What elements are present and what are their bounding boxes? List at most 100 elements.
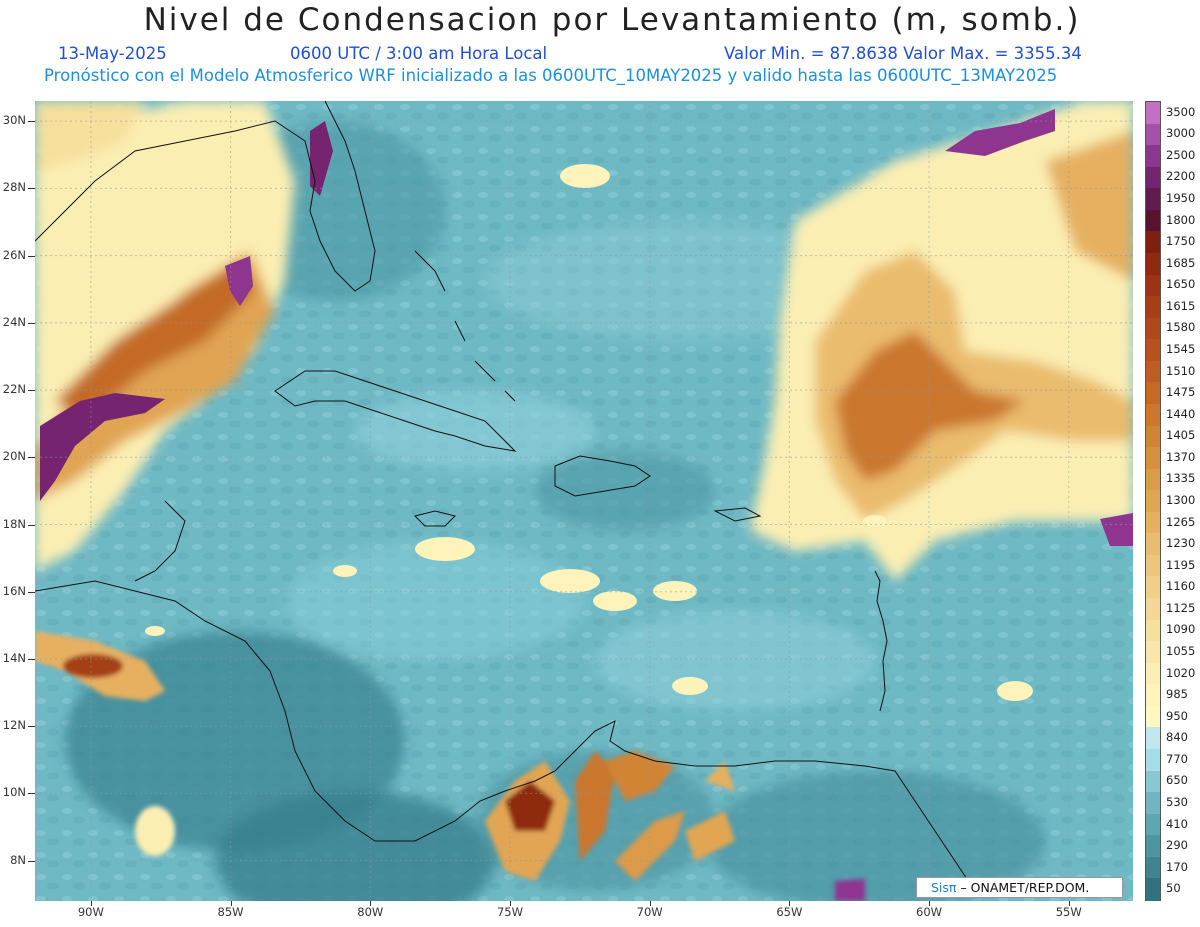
lon-label: 60W: [916, 905, 943, 919]
legend-swatch: [1146, 360, 1160, 383]
lat-tick: [28, 591, 35, 593]
lat-tick: [28, 658, 35, 660]
legend-swatch: [1146, 296, 1160, 319]
legend-level: 1160: [1166, 579, 1196, 594]
lat-label: 12N: [2, 718, 26, 733]
legend-level: 1265: [1166, 514, 1196, 529]
legend-level: 840: [1166, 730, 1188, 745]
legend-swatch: [1146, 252, 1160, 276]
legend-swatch: [1146, 705, 1160, 729]
coast-bahamas: [414, 250, 516, 402]
lat-label: 26N: [2, 247, 26, 262]
legend-swatch: [1146, 468, 1160, 491]
lat-tick: [28, 726, 35, 728]
legend-level: 1020: [1166, 665, 1196, 680]
coastlines: [35, 101, 976, 892]
legend-swatch: [1146, 576, 1160, 599]
legend-swatch: [1146, 447, 1160, 470]
legend-swatch: [1146, 382, 1160, 405]
lon-label: 85W: [217, 905, 244, 919]
legend-level: 1335: [1166, 471, 1196, 486]
legend-swatch: [1146, 490, 1160, 513]
legend-level: 2500: [1166, 147, 1196, 162]
credit-brand: Sisπ: [931, 880, 957, 895]
lat-tick: [28, 255, 35, 257]
lon-tick: [929, 901, 931, 906]
lat-tick: [28, 457, 35, 459]
legend-level: 1090: [1166, 622, 1196, 637]
lat-tick: [28, 322, 35, 324]
coast-cuba: [274, 370, 517, 452]
lon-tick: [1068, 901, 1070, 906]
legend-level: 1650: [1166, 277, 1196, 292]
legend-swatch: [1146, 749, 1160, 772]
lat-label: 10N: [2, 785, 26, 800]
coast-central-south-america: [35, 580, 976, 892]
legend-level: 1405: [1166, 428, 1196, 443]
forecast-date: 13-May-2025: [58, 44, 167, 63]
legend-swatch: [1146, 770, 1160, 793]
legend-swatch: [1146, 813, 1160, 836]
shading-caribbean-specks: [145, 164, 1033, 701]
lon-tick: [649, 901, 651, 906]
shading-atlantic-peak: [945, 109, 1133, 546]
legend-swatch: [1146, 641, 1160, 664]
legend-level: 1800: [1166, 212, 1196, 227]
legend-level: 1230: [1166, 536, 1196, 551]
lon-tick: [509, 901, 511, 906]
legend-level: 3000: [1166, 126, 1196, 141]
legend-level: 1580: [1166, 320, 1196, 335]
legend-swatch: [1146, 684, 1160, 707]
legend-level: 2200: [1166, 169, 1196, 184]
lon-tick: [230, 901, 232, 906]
lat-label: 20N: [2, 449, 26, 464]
lat-label: 22N: [2, 382, 26, 397]
legend-level: 950: [1166, 708, 1188, 723]
legend-swatch: [1146, 274, 1160, 297]
legend-swatch: [1146, 662, 1160, 685]
coast-puerto-rico: [713, 507, 762, 522]
legend-swatch: [1146, 554, 1160, 578]
lat-tick: [28, 390, 35, 392]
legend-level: 1440: [1166, 406, 1196, 421]
legend-swatch: [1146, 339, 1160, 362]
legend-swatch: [1146, 209, 1160, 232]
legend-level: 3500: [1166, 104, 1196, 119]
legend-level: 985: [1166, 687, 1188, 702]
lat-tick: [28, 860, 35, 862]
legend-level: 170: [1166, 859, 1188, 874]
lon-label: 55W: [1055, 905, 1082, 919]
shading-atlantic-high: [750, 101, 1133, 581]
legend-swatch: [1146, 511, 1160, 534]
graticule: [35, 101, 1133, 901]
legend-level: 1615: [1166, 298, 1196, 313]
legend-swatch: [1146, 598, 1160, 621]
legend-level: 1750: [1166, 234, 1196, 249]
lat-tick: [28, 524, 35, 526]
legend-swatch: [1146, 166, 1160, 189]
legend-swatch: [1146, 145, 1160, 168]
legend-swatch: [1146, 792, 1160, 815]
lat-label: 24N: [2, 314, 26, 329]
coast-gulf-florida: [35, 101, 376, 292]
legend-level: 290: [1166, 838, 1188, 853]
lon-label: 90W: [77, 905, 104, 919]
shading-gulf-peak: [40, 121, 333, 501]
lon-label: 75W: [496, 905, 523, 919]
lon-tick: [370, 901, 372, 906]
coast-yucatan: [134, 500, 186, 582]
legend-swatch: [1146, 856, 1160, 880]
coast-lesser-antilles: [874, 570, 888, 712]
lon-label: 80W: [357, 905, 384, 919]
legend-level: 650: [1166, 773, 1188, 788]
legend-level: 410: [1166, 816, 1188, 831]
legend-swatch: [1146, 231, 1160, 254]
model-run-info: Pronóstico con el Modelo Atmosferico WRF…: [44, 66, 1058, 85]
lat-tick: [28, 188, 35, 190]
legend-level: 1300: [1166, 493, 1196, 507]
lon-tick: [789, 901, 791, 906]
legend-swatch: [1146, 425, 1160, 448]
legend-swatch: [1146, 619, 1160, 642]
legend-level: 530: [1166, 794, 1188, 809]
lcl-map: [35, 101, 1133, 901]
